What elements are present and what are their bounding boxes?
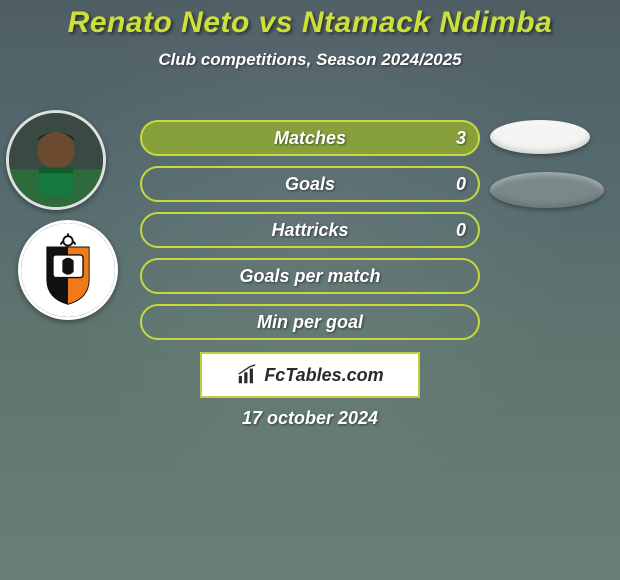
decor-oval: [490, 172, 604, 208]
page-title: Renato Neto vs Ntamack Ndimba: [0, 0, 620, 40]
brand-badge: FcTables.com: [200, 352, 420, 398]
stat-row: Min per goal: [140, 304, 480, 340]
player-avatar: [6, 110, 106, 210]
stat-value: 0: [456, 166, 466, 202]
stat-label: Matches: [140, 120, 480, 156]
stat-label: Hattricks: [140, 212, 480, 248]
infographic-container: Renato Neto vs Ntamack Ndimba Club compe…: [0, 0, 620, 70]
decor-oval: [490, 120, 590, 154]
avatars-container: [6, 110, 118, 320]
stat-value: 0: [456, 212, 466, 248]
bar-chart-icon: [236, 364, 258, 386]
player-avatar-icon: [9, 113, 103, 207]
stat-row: Matches3: [140, 120, 480, 156]
stat-value: 3: [456, 120, 466, 156]
club-crest-icon: [21, 223, 115, 317]
date-text: 17 october 2024: [0, 408, 620, 429]
subtitle: Club competitions, Season 2024/2025: [0, 50, 620, 70]
stat-row: Hattricks0: [140, 212, 480, 248]
stat-row: Goals0: [140, 166, 480, 202]
stat-row: Goals per match: [140, 258, 480, 294]
club-crest: [18, 220, 118, 320]
stats-container: Matches3Goals0Hattricks0Goals per matchM…: [140, 120, 480, 350]
stat-label: Goals: [140, 166, 480, 202]
brand-text: FcTables.com: [264, 365, 383, 386]
stat-label: Goals per match: [140, 258, 480, 294]
stat-label: Min per goal: [140, 304, 480, 340]
